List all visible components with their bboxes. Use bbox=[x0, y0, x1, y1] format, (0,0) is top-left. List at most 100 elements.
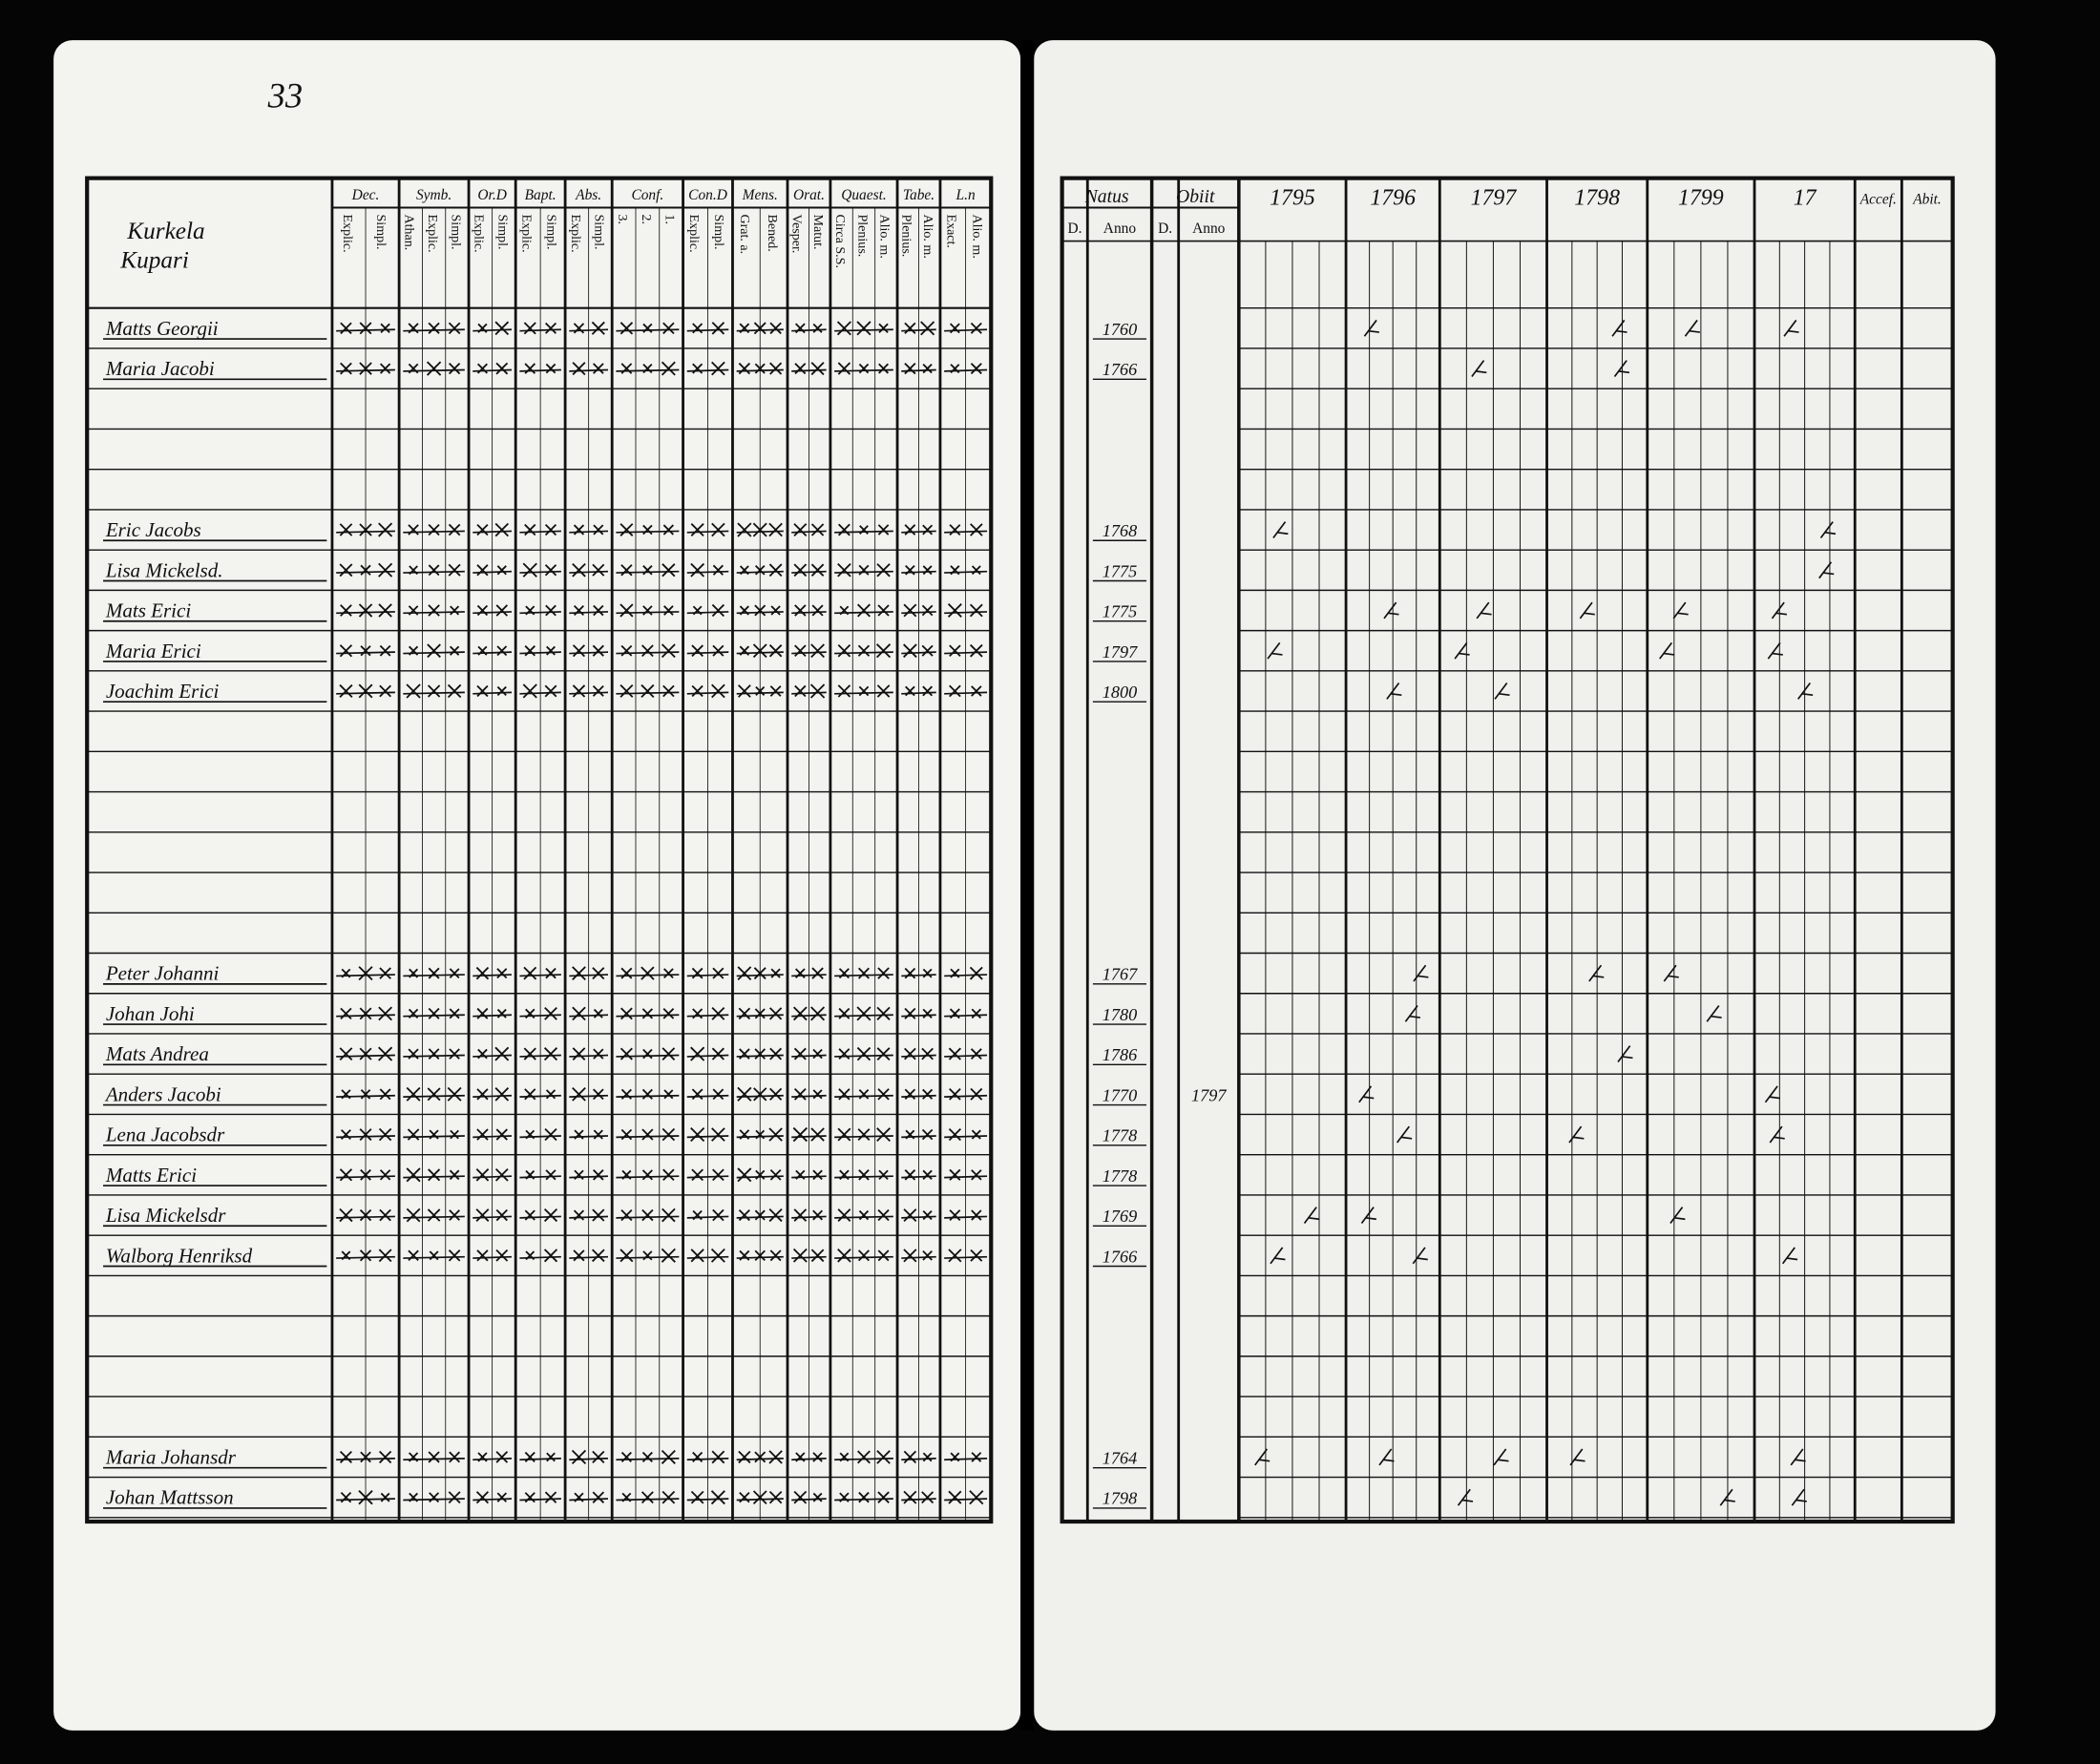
tick-stroke bbox=[834, 570, 893, 574]
cross-mark bbox=[753, 322, 766, 335]
cross-mark bbox=[574, 1129, 584, 1140]
cross-mark bbox=[409, 968, 419, 978]
cross-mark bbox=[339, 644, 353, 658]
cross-mark bbox=[428, 1451, 440, 1463]
person-name: Anders Jacobi bbox=[104, 1082, 221, 1105]
cross-mark bbox=[754, 1250, 766, 1261]
scribble bbox=[1818, 561, 1835, 579]
cross-mark bbox=[794, 363, 807, 375]
cross-mark bbox=[524, 523, 536, 536]
cross-mark bbox=[692, 363, 704, 374]
cross-mark bbox=[690, 1490, 704, 1504]
cross-mark bbox=[839, 605, 850, 616]
cross-mark bbox=[692, 1451, 704, 1462]
cross-mark bbox=[339, 1208, 353, 1223]
cross-mark bbox=[971, 685, 982, 697]
cross-mark bbox=[922, 1452, 933, 1462]
cross-mark bbox=[755, 685, 766, 696]
column-head: Con.D bbox=[688, 187, 727, 203]
cross-mark bbox=[877, 1250, 890, 1262]
left-table-border bbox=[85, 176, 994, 1524]
cross-mark bbox=[545, 322, 557, 334]
cross-mark bbox=[496, 1492, 507, 1502]
cross-mark bbox=[409, 645, 419, 656]
cross-mark bbox=[378, 1127, 392, 1142]
cross-mark bbox=[592, 1450, 605, 1464]
cross-mark bbox=[525, 1129, 536, 1140]
person-name: Maria Johansdr bbox=[105, 1445, 237, 1468]
cross-mark bbox=[662, 1490, 676, 1504]
cross-mark bbox=[642, 364, 653, 374]
tick-stroke bbox=[616, 1135, 680, 1139]
cross-mark bbox=[768, 644, 783, 658]
cross-mark bbox=[920, 321, 935, 336]
cross-mark bbox=[903, 1490, 917, 1504]
cross-mark bbox=[739, 1250, 750, 1261]
cross-mark bbox=[711, 683, 725, 699]
tick-stroke bbox=[736, 974, 784, 977]
column-subhead: 1. bbox=[662, 215, 678, 225]
year-head: 1796 bbox=[1370, 186, 1416, 211]
cross-mark bbox=[768, 1450, 783, 1464]
cross-mark bbox=[477, 1048, 488, 1060]
cross-mark bbox=[737, 522, 752, 537]
tick-stroke bbox=[616, 1458, 680, 1461]
scribble bbox=[1613, 360, 1630, 378]
cross-mark bbox=[922, 685, 934, 697]
cross-mark bbox=[970, 1087, 983, 1101]
cross-mark bbox=[663, 1089, 674, 1100]
column-subhead: Simpl. bbox=[544, 215, 559, 250]
tick-stroke bbox=[336, 570, 395, 574]
left-page bbox=[53, 40, 1021, 1731]
cross-mark bbox=[496, 685, 507, 697]
cross-mark bbox=[856, 1006, 872, 1021]
cross-mark bbox=[837, 1127, 851, 1142]
column-subhead: Alio. m. bbox=[920, 215, 935, 259]
cross-mark bbox=[838, 1007, 850, 1019]
cross-mark bbox=[794, 323, 806, 334]
cross-mark bbox=[428, 523, 440, 536]
cross-mark bbox=[360, 1451, 371, 1463]
cross-mark bbox=[949, 1168, 961, 1181]
tick-stroke bbox=[403, 368, 465, 372]
cross-mark bbox=[620, 523, 634, 536]
tick-stroke bbox=[336, 974, 395, 977]
tick-stroke bbox=[736, 1255, 784, 1259]
birth-year: 1780 bbox=[1102, 1005, 1137, 1024]
tick-stroke bbox=[736, 1014, 784, 1018]
cross-mark bbox=[409, 565, 418, 576]
cross-mark bbox=[620, 564, 633, 577]
cross-mark bbox=[904, 1169, 916, 1181]
cross-mark bbox=[380, 323, 390, 334]
cross-mark bbox=[641, 1088, 653, 1100]
cross-mark bbox=[522, 562, 537, 578]
cross-mark bbox=[877, 1088, 890, 1101]
cross-mark bbox=[970, 523, 983, 536]
birth-year: 1775 bbox=[1102, 561, 1137, 580]
column-subhead: Simpl. bbox=[373, 215, 388, 250]
cross-mark bbox=[662, 563, 676, 578]
scribble bbox=[1617, 1045, 1633, 1063]
cross-mark bbox=[754, 564, 766, 576]
cross-mark bbox=[949, 644, 961, 657]
cross-mark bbox=[878, 363, 890, 374]
cross-mark bbox=[903, 643, 917, 659]
cross-mark bbox=[379, 1088, 391, 1101]
cross-mark bbox=[877, 1491, 890, 1503]
cross-mark bbox=[359, 523, 372, 536]
cross-mark bbox=[642, 605, 653, 616]
scribble bbox=[1659, 641, 1675, 660]
cross-mark bbox=[661, 361, 676, 376]
cross-mark bbox=[970, 1048, 982, 1060]
tick-stroke bbox=[616, 691, 680, 695]
cross-mark bbox=[922, 1008, 933, 1018]
cross-mark bbox=[858, 1209, 870, 1221]
cross-mark bbox=[904, 1007, 916, 1019]
cross-mark bbox=[768, 522, 783, 537]
column-head: L.n bbox=[956, 187, 976, 203]
cross-mark bbox=[876, 1047, 891, 1061]
cross-mark bbox=[711, 1006, 725, 1020]
cross-mark bbox=[572, 1047, 586, 1060]
cross-mark bbox=[427, 1087, 441, 1102]
cross-mark bbox=[494, 1087, 510, 1102]
